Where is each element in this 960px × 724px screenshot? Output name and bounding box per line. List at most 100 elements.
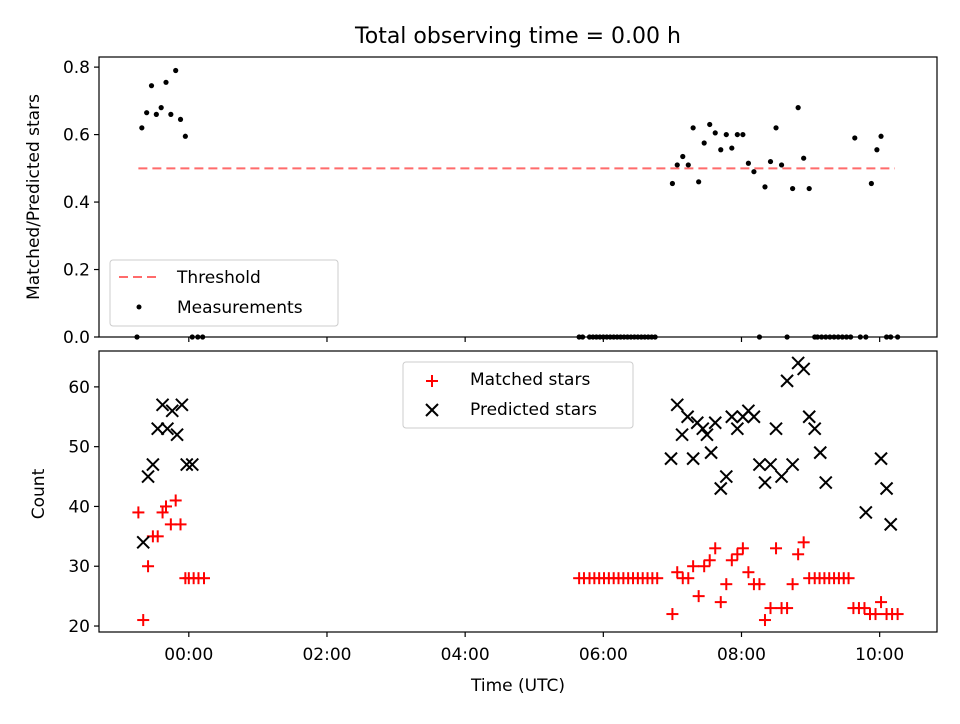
top-axes-frame <box>98 56 938 338</box>
measurement-point <box>767 158 774 165</box>
bottom-y-tick-label: 50 <box>68 438 90 458</box>
matched-star-point <box>666 608 679 621</box>
measurement-point <box>701 140 707 146</box>
measurement-point <box>685 162 691 168</box>
top-x-ticks <box>188 337 881 342</box>
matched-star-point <box>709 542 722 555</box>
predicted-star-point <box>180 457 194 472</box>
matched-stars-points <box>132 494 904 627</box>
top-y-tick-label: 0.0 <box>63 328 90 348</box>
bottom-legend-box <box>402 361 634 429</box>
predicted-star-point <box>747 410 761 424</box>
predicted-star-point <box>680 410 695 424</box>
predicted-star-point <box>686 451 700 466</box>
measurement-point <box>690 125 696 131</box>
measurement-point <box>163 79 169 85</box>
matched-star-point <box>198 572 211 585</box>
matched-star-point <box>725 554 738 567</box>
measurement-point <box>762 184 768 190</box>
predicted-star-point <box>175 398 189 412</box>
predicted-star-point <box>819 475 833 490</box>
predicted-stars-points <box>136 356 898 550</box>
top-y-tick-label: 0.8 <box>63 58 90 78</box>
measurement-point <box>669 180 676 187</box>
matched-star-point <box>720 578 733 591</box>
matched-star-point <box>858 602 871 615</box>
matched-star-point <box>160 500 173 513</box>
bottom-ylabel: Count <box>29 468 49 519</box>
predicted-star-point <box>808 422 822 436</box>
matched-star-point <box>797 536 810 549</box>
measurement-point <box>158 105 164 111</box>
matched-star-point <box>692 590 705 603</box>
measurements-legend-swatch <box>136 304 142 310</box>
predicted-star-point <box>170 427 184 442</box>
predicted-star-point <box>155 398 170 412</box>
measurement-point <box>148 83 155 89</box>
measurements-legend-label: Measurements <box>177 298 303 318</box>
matched-star-point <box>764 602 777 615</box>
predicted-star-point <box>758 475 772 490</box>
predicted-star-point <box>700 427 714 442</box>
predicted-star-point <box>780 374 794 388</box>
top-ylabel: Matched/Predicted stars <box>24 94 44 300</box>
bottom-x-tick-label: 02:00 <box>302 645 351 665</box>
measurement-point <box>778 162 785 168</box>
measurement-point <box>773 125 779 131</box>
matched-star-point <box>687 560 700 573</box>
predicted-legend-swatch <box>425 403 439 417</box>
predicted-star-point <box>719 469 733 484</box>
measurement-point <box>790 185 796 192</box>
bottom-y-tick-label: 30 <box>68 557 90 577</box>
matched-star-point <box>781 602 794 615</box>
matched-star-point <box>731 548 744 561</box>
predicted-star-point <box>146 457 160 472</box>
measurement-point <box>729 145 735 151</box>
top-legend: Threshold Measurements <box>109 259 339 327</box>
bottom-axes-frame <box>98 350 938 633</box>
predicted-star-point <box>696 422 710 436</box>
measurement-point <box>806 185 812 192</box>
measurement-point <box>168 111 174 117</box>
predicted-star-point <box>185 457 199 472</box>
bottom-panel: Count 20 30 40 50 60 00:00 02:00 04:00 06:00 08:… <box>29 350 938 696</box>
predicted-star-point <box>796 362 811 376</box>
predicted-star-point <box>813 445 827 460</box>
bottom-x-tick-label: 00:00 <box>164 645 213 665</box>
bottom-y-tick-label: 60 <box>68 378 90 398</box>
measurement-point <box>874 147 880 153</box>
top-panel: Matched/Predicted stars 0.00.20.40.60.8 … <box>24 56 938 348</box>
measurement-point <box>177 116 184 123</box>
predicted-star-point <box>752 457 767 472</box>
bottom-x-tick-label: 10:00 <box>855 645 904 665</box>
measurement-point <box>680 153 686 160</box>
top-y-ticks: 0.0 0.2 0.4 0.6 0.8 <box>63 58 99 348</box>
predicted-star-point <box>769 422 783 436</box>
measurement-point <box>674 162 680 168</box>
matched-star-point <box>174 518 187 531</box>
matched-legend-label: Matched stars <box>470 370 590 390</box>
bottom-y-tick-label: 40 <box>68 497 90 517</box>
threshold-legend-label: Threshold <box>176 268 261 288</box>
matched-star-point <box>714 596 727 609</box>
top-legend-box <box>109 259 339 327</box>
measurement-point <box>734 131 740 138</box>
predicted-star-point <box>151 422 165 436</box>
predicted-star-point <box>670 398 684 412</box>
top-y-tick-label: 0.4 <box>63 193 90 213</box>
measurement-point <box>740 131 746 138</box>
bottom-y-tick-label: 20 <box>68 617 90 637</box>
top-y-tick-label: 0.6 <box>63 126 90 146</box>
matched-star-point <box>169 494 182 507</box>
measurement-point <box>153 111 159 117</box>
bottom-x-tick-label: 04:00 <box>441 645 490 665</box>
matched-star-point <box>786 578 799 591</box>
predicted-star-point <box>714 481 728 496</box>
measurement-point <box>852 135 858 141</box>
measurement-point <box>878 133 884 139</box>
matched-star-point <box>753 578 766 591</box>
predicted-star-point <box>884 517 898 532</box>
measurement-point <box>173 67 179 74</box>
predicted-star-point <box>160 422 175 436</box>
